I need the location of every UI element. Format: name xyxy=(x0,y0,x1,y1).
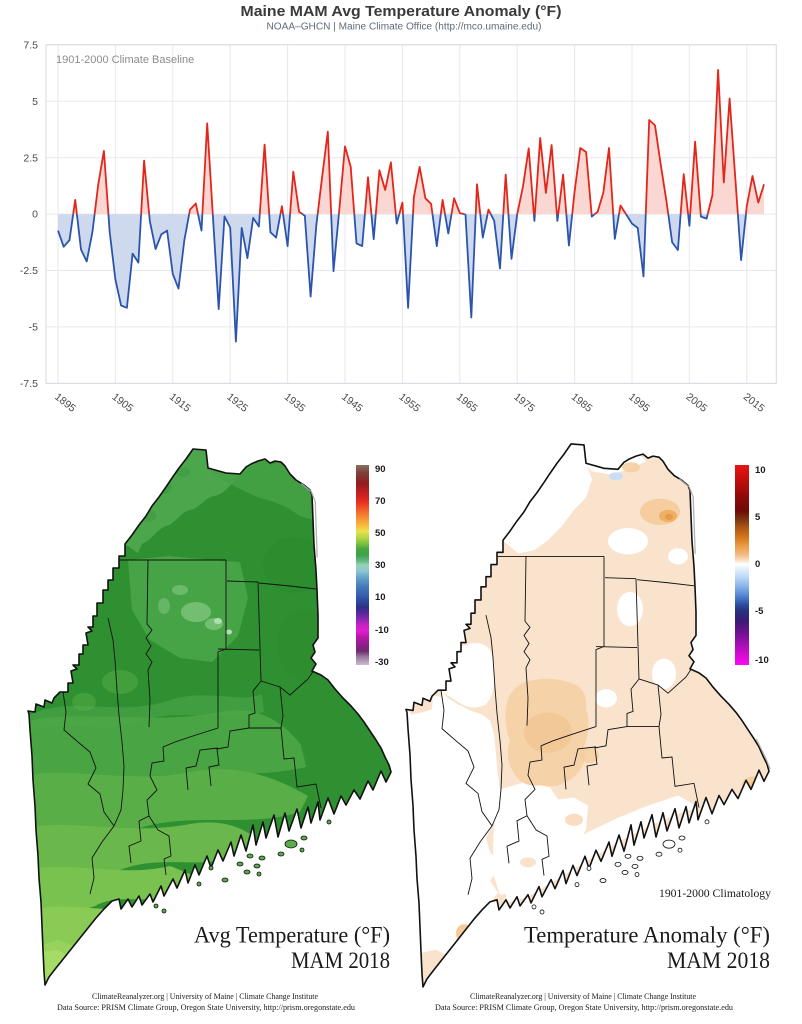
svg-text:1955: 1955 xyxy=(397,391,423,415)
svg-text:Data Source: PRISM Climate Gro: Data Source: PRISM Climate Group, Oregon… xyxy=(435,1003,734,1012)
svg-text:0: 0 xyxy=(755,559,760,570)
svg-text:1985: 1985 xyxy=(569,391,595,415)
svg-text:10: 10 xyxy=(755,465,766,476)
svg-text:1901-2000 Climate Baseline: 1901-2000 Climate Baseline xyxy=(56,54,194,66)
svg-text:Avg Temperature (°F): Avg Temperature (°F) xyxy=(194,923,390,948)
svg-text:Maine MAM Avg Temperature Anom: Maine MAM Avg Temperature Anomaly (°F) xyxy=(241,3,562,20)
svg-text:-5: -5 xyxy=(755,606,764,617)
svg-text:Data Source: PRISM Climate Gro: Data Source: PRISM Climate Group, Oregon… xyxy=(57,1003,356,1012)
svg-text:NOAA–GHCN | Maine Climate Offi: NOAA–GHCN | Maine Climate Office (http:/… xyxy=(267,22,542,33)
svg-text:1895: 1895 xyxy=(52,391,78,415)
svg-text:1915: 1915 xyxy=(167,391,193,415)
svg-text:10: 10 xyxy=(375,592,386,603)
svg-text:MAM 2018: MAM 2018 xyxy=(291,948,390,973)
svg-text:MAM 2018: MAM 2018 xyxy=(667,948,770,973)
svg-text:50: 50 xyxy=(375,528,386,539)
svg-text:-30: -30 xyxy=(375,657,389,668)
svg-text:-10: -10 xyxy=(375,625,389,636)
svg-text:1945: 1945 xyxy=(339,391,365,415)
svg-text:1901-2000 Climatology: 1901-2000 Climatology xyxy=(659,887,771,900)
svg-text:-10: -10 xyxy=(755,655,769,666)
svg-text:1935: 1935 xyxy=(282,391,308,415)
svg-text:7.5: 7.5 xyxy=(23,39,38,51)
svg-text:ClimateReanalyzer.org | Univer: ClimateReanalyzer.org | University of Ma… xyxy=(470,992,696,1001)
svg-text:90: 90 xyxy=(375,464,386,475)
svg-text:1975: 1975 xyxy=(511,391,537,415)
svg-text:-7.5: -7.5 xyxy=(20,378,38,390)
svg-text:-2.5: -2.5 xyxy=(20,265,38,277)
svg-text:70: 70 xyxy=(375,496,386,507)
svg-text:Temperature Anomaly (°F): Temperature Anomaly (°F) xyxy=(524,923,770,948)
svg-text:5: 5 xyxy=(32,96,38,108)
svg-text:30: 30 xyxy=(375,560,386,571)
svg-text:2.5: 2.5 xyxy=(23,152,38,164)
svg-text:1925: 1925 xyxy=(224,391,250,415)
svg-text:-5: -5 xyxy=(29,322,38,334)
svg-text:5: 5 xyxy=(755,512,761,523)
svg-text:1965: 1965 xyxy=(454,391,480,415)
svg-text:2005: 2005 xyxy=(684,391,710,415)
svg-text:ClimateReanalyzer.org | Univer: ClimateReanalyzer.org | University of Ma… xyxy=(92,992,318,1001)
svg-text:0: 0 xyxy=(32,209,38,221)
svg-text:2015: 2015 xyxy=(741,391,767,415)
svg-text:1995: 1995 xyxy=(626,391,652,415)
svg-text:1905: 1905 xyxy=(110,391,136,415)
